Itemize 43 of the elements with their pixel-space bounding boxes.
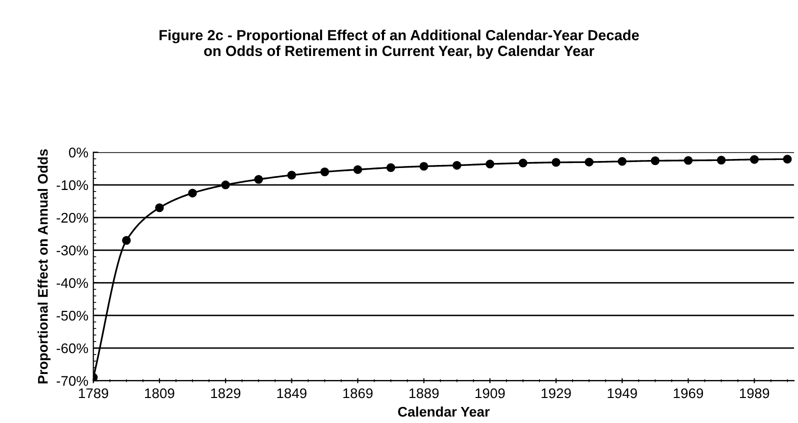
point [684, 156, 693, 165]
point [486, 160, 494, 168]
point [287, 170, 296, 180]
x-tick-label: 1789 [78, 388, 108, 398]
point [320, 167, 330, 176]
y-axis-title: Proportional Effect on Annual Odds [38, 149, 51, 384]
point [122, 236, 131, 245]
point [618, 157, 627, 166]
x-tick-label: 1869 [343, 388, 373, 398]
y-tick-label: -40% [56, 278, 88, 288]
point [716, 156, 726, 164]
point [783, 154, 792, 164]
point [386, 163, 396, 172]
x-tick-label: 1829 [211, 388, 240, 398]
x-tick-label: 1989 [740, 388, 770, 398]
y-tick-label: -10% [56, 180, 88, 190]
point [552, 158, 560, 167]
x-tick-label: 1949 [608, 388, 637, 398]
point [452, 160, 462, 170]
x-tick-label: 1969 [674, 388, 704, 398]
x-tick-label: 1909 [476, 388, 505, 398]
x-tick-label: 1809 [145, 388, 174, 398]
point [419, 162, 428, 171]
y-tick-label: -60% [56, 343, 88, 354]
point [155, 203, 164, 212]
x-tick-label: 1889 [409, 388, 439, 398]
y-tick-label: -70% [56, 376, 88, 386]
point [221, 180, 230, 190]
y-tick-label: 0% [68, 148, 88, 158]
point [584, 158, 594, 166]
y-tick-label: -20% [56, 212, 88, 223]
y-tick-label: -50% [56, 310, 88, 321]
point [518, 158, 528, 168]
x-tick-label: 1929 [542, 388, 571, 398]
point [650, 156, 660, 166]
point [353, 165, 362, 174]
point [750, 155, 759, 164]
point [188, 188, 197, 198]
chart-title: Figure 2c - Proportional Effect of an Additional Calendar-Year Decade on Odds of Retirement in Current Year, by Calendar Year [160, 30, 639, 59]
x-axis-title: Calendar Year [398, 406, 490, 417]
y-tick-label: -30% [56, 246, 88, 256]
x-tick-label: 1849 [277, 388, 306, 398]
point [254, 174, 263, 184]
